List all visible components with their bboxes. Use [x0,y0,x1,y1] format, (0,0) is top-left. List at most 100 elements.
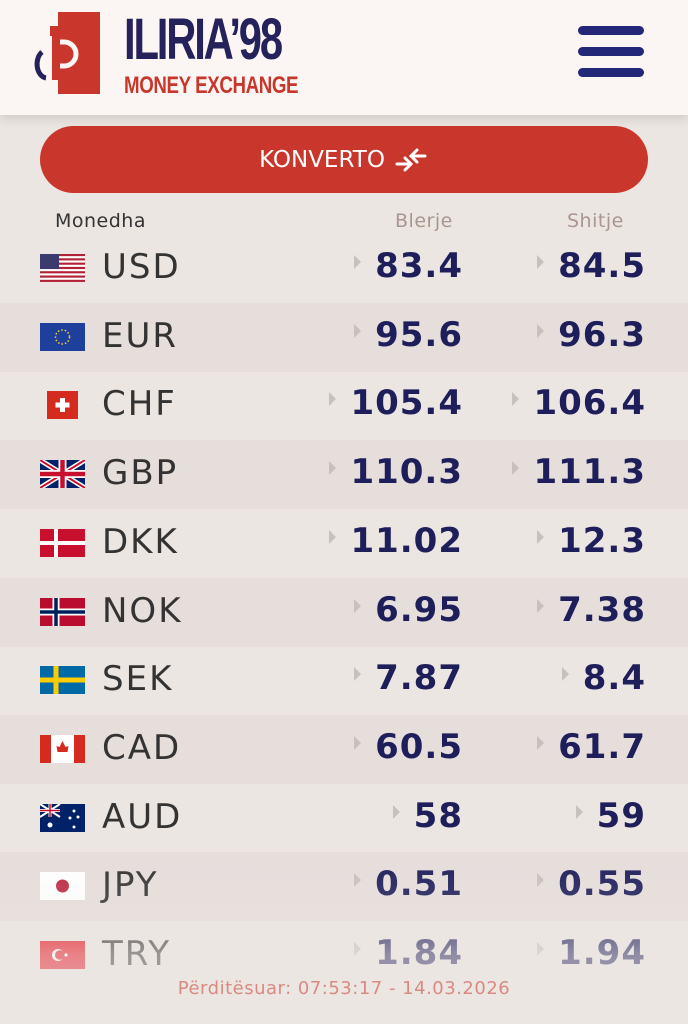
flag-au-icon [40,803,85,832]
sell-rate-value: 96.3 [558,314,646,355]
caret-right-icon [354,667,362,682]
flag-eu-icon [40,322,85,351]
flag-jp-icon [40,872,85,901]
caret-right-icon [575,804,583,819]
currency-code: USD [102,247,181,287]
flag-ca-icon [40,734,85,763]
app-header: ILIRIA’98 MONEY EXCHANGE [0,0,688,115]
buy-rate-value: 6.95 [375,589,463,630]
buy-rate-value: 11.02 [350,520,463,561]
currency-code: AUD [102,796,183,837]
currency-code: TRY [102,934,171,974]
swap-arrows-icon [395,148,427,171]
buy-rate-value: 0.51 [375,864,463,905]
rate-row-cad: CAD 60.5 61.7 [0,714,688,784]
buy-rate: 110.3 [313,452,463,492]
sell-rate: 12.3 [496,521,646,561]
rate-row-usd: USD 83.4 84.5 [0,234,688,303]
sell-rate: 1.94 [496,933,646,973]
rate-row-gbp: GBP 110.3 111.3 [0,440,688,510]
caret-right-icon [537,255,545,269]
sell-rate-value: 106.4 [533,383,646,424]
caret-right-icon [354,598,362,613]
sell-rate: 61.7 [496,727,646,767]
sell-rate: 84.5 [496,246,646,286]
brand-subtitle: MONEY EXCHANGE [124,72,299,99]
rate-row-eur: EUR 95.6 96.3 [0,302,688,372]
currency-code: NOK [102,590,183,631]
currency-code: SEK [102,659,174,700]
rate-row-chf: CHF 105.4 106.4 [0,371,688,440]
flag-se-icon [40,666,85,695]
rate-row-nok: NOK 6.95 7.38 [0,577,688,647]
buy-rate: 7.87 [313,658,463,698]
buy-rate: 60.5 [313,727,463,767]
flag-ch-icon [47,391,78,420]
flag-no-icon [40,597,85,626]
sell-rate-value: 61.7 [558,726,646,767]
sell-rate: 111.3 [496,452,646,492]
buy-rate: 11.02 [313,521,463,561]
currency-code: JPY [102,865,159,906]
sell-rate-value: 12.3 [558,520,646,561]
currency-code: CHF [102,384,177,425]
caret-right-icon [354,255,362,269]
rate-row-jpy: JPY 0.51 0.55 [0,852,688,922]
rate-row-dkk: DKK 11.02 12.3 [0,509,688,578]
flag-gb-icon [40,460,85,489]
hamburger-menu-icon[interactable] [578,26,644,78]
caret-right-icon [329,461,337,476]
currency-code: EUR [102,315,178,356]
buy-rate: 1.84 [313,933,463,973]
caret-right-icon [537,598,545,613]
buy-rate: 6.95 [313,590,463,630]
flag-us-icon [40,254,85,282]
buy-rate: 58 [313,796,463,836]
currency-code: GBP [102,453,179,494]
column-header-currency: Monedha [55,210,146,232]
sell-rate: 8.4 [496,658,646,698]
flag-tr-icon [40,941,85,969]
buy-rate-value: 60.5 [375,726,463,767]
sell-rate-value: 0.55 [558,864,646,905]
buy-rate-value: 95.6 [375,314,463,355]
rate-row-aud: AUD 58 59 [0,784,688,853]
sell-rate-value: 59 [596,795,646,836]
sell-rate-value: 84.5 [558,246,646,286]
sell-rate: 0.55 [496,864,646,904]
caret-right-icon [329,392,337,407]
caret-right-icon [354,323,362,338]
sell-rate: 7.38 [496,590,646,630]
caret-right-icon [537,942,545,956]
buy-rate: 83.4 [313,246,463,286]
buy-rate-value: 105.4 [350,383,463,424]
brand-title: ILIRIA’98 [124,7,283,72]
sell-rate: 106.4 [496,383,646,423]
sell-rate-value: 8.4 [582,658,646,699]
sell-rate-value: 111.3 [533,452,646,493]
caret-right-icon [329,529,337,544]
column-header-sell: Shitje [567,210,624,232]
caret-right-icon [354,942,362,956]
caret-right-icon [354,735,362,750]
convert-button-label: KONVERTO [259,146,385,173]
buy-rate-value: 110.3 [350,452,463,493]
currency-code: DKK [102,521,179,562]
rate-row-sek: SEK 7.87 8.4 [0,646,688,715]
column-header-buy: Blerje [395,210,453,232]
buy-rate: 95.6 [313,315,463,355]
caret-right-icon [537,873,545,888]
last-updated: Përditësuar: 07:53:17 - 14.03.2026 [177,978,511,999]
buy-rate-value: 1.84 [375,933,463,973]
currency-code: CAD [102,727,182,768]
caret-right-icon [512,461,520,476]
sell-rate: 96.3 [496,315,646,355]
buy-rate-value: 58 [413,795,463,836]
sell-rate: 59 [496,796,646,836]
buy-rate: 105.4 [313,383,463,423]
caret-right-icon [392,804,400,819]
logo-icon[interactable] [28,12,102,94]
sell-rate-value: 1.94 [558,933,646,973]
flag-dk-icon [40,528,85,557]
convert-button[interactable]: KONVERTO [40,126,648,193]
